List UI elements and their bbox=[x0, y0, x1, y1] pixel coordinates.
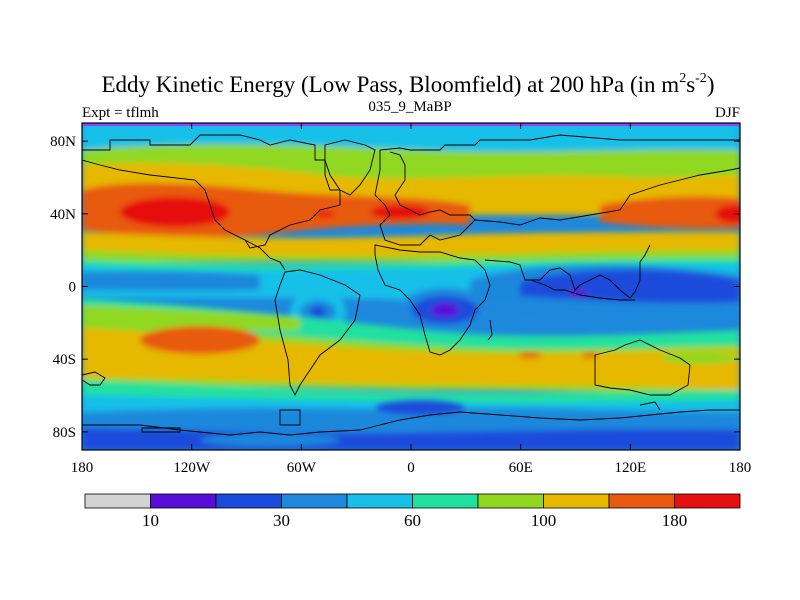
colorbar-box bbox=[150, 493, 217, 509]
subtitle-center: 035_9_MaBP bbox=[368, 99, 451, 115]
title-close: ) bbox=[707, 72, 715, 97]
x-tick-label: 180 bbox=[729, 460, 752, 476]
y-tick-label: 80S bbox=[53, 425, 76, 441]
y-tick-label: 40N bbox=[50, 207, 76, 223]
colorbar: 10 30 60 100 180 bbox=[84, 493, 741, 530]
colorbar-label: 180 bbox=[662, 511, 688, 530]
colorbar-label: 30 bbox=[273, 511, 290, 530]
x-tick-label: 120W bbox=[173, 460, 211, 476]
eke-contour-map bbox=[82, 123, 740, 450]
colorbar-box bbox=[477, 493, 544, 509]
chart-title: Eddy Kinetic Energy (Low Pass, Bloomfiel… bbox=[102, 71, 715, 97]
x-axis: 180 120W 60W 0 60E 120E 180 bbox=[71, 123, 752, 476]
colorbar-box bbox=[412, 493, 479, 509]
x-tick-label: 120E bbox=[614, 460, 646, 476]
colorbar-label: 10 bbox=[142, 511, 159, 530]
chart-title-main: Eddy Kinetic Energy (Low Pass, Bloomfiel… bbox=[102, 72, 680, 97]
title-sup-1: 2 bbox=[679, 71, 686, 86]
colorbar-label: 60 bbox=[404, 511, 421, 530]
title-s: s bbox=[686, 72, 695, 97]
colorbar-box bbox=[674, 493, 741, 509]
colorbar-box bbox=[215, 493, 282, 509]
x-tick-label: 60W bbox=[287, 460, 317, 476]
x-tick-label: 60E bbox=[509, 460, 533, 476]
x-tick-label: 0 bbox=[407, 460, 415, 476]
y-tick-label: 80N bbox=[50, 134, 76, 150]
title-sup-2: -2 bbox=[695, 71, 707, 86]
colorbar-label: 100 bbox=[531, 511, 557, 530]
y-axis: 80N 40N 0 40S 80S bbox=[50, 134, 740, 441]
colorbar-box bbox=[281, 493, 348, 509]
colorbar-box bbox=[346, 493, 413, 509]
colorbar-box bbox=[608, 493, 675, 509]
y-tick-label: 40S bbox=[53, 352, 76, 368]
x-tick-label: 180 bbox=[71, 460, 94, 476]
colorbar-box bbox=[84, 493, 151, 509]
subtitle-left: Expt = tflmh bbox=[82, 105, 159, 121]
colorbar-box bbox=[543, 493, 610, 509]
y-tick-label: 0 bbox=[69, 280, 77, 296]
coastlines bbox=[82, 134, 740, 436]
subtitle-right: DJF bbox=[715, 105, 740, 121]
